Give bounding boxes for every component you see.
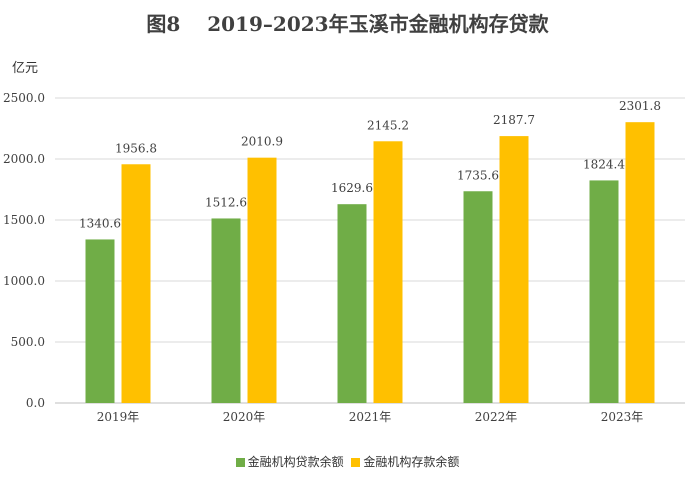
bar-loans [337,204,367,403]
x-tick-label: 2023年 [601,410,644,424]
x-tick-label: 2021年 [349,410,392,424]
legend-item-loans: 金融机构贷款余额 [235,453,344,470]
bar-deposits [247,157,277,403]
bar-deposits [373,141,403,404]
legend-swatch-deposits [351,458,361,467]
y-tick-label: 1500.0 [3,213,45,227]
bar-loans [85,239,115,403]
x-tick-label: 2022年 [475,410,518,424]
legend: 金融机构贷款余额 金融机构存款余额 [0,453,695,470]
data-label: 2301.8 [619,99,661,113]
bar-loans [211,218,241,403]
x-tick-label: 2020年 [223,410,266,424]
data-label: 2010.9 [241,135,283,149]
x-tick-label: 2019年 [97,410,140,424]
bar-loans [463,191,493,403]
legend-label-deposits: 金融机构存款余额 [363,455,460,469]
data-label: 1956.8 [115,141,157,155]
bar-loans [589,180,619,403]
legend-swatch-loans [235,458,245,467]
y-axis-unit-label: 亿元 [12,61,39,76]
legend-item-deposits: 金融机构存款余额 [351,453,459,470]
data-label: 1735.6 [457,168,499,182]
data-label: 1629.6 [331,181,373,195]
y-tick-label: 500.0 [11,335,45,349]
y-tick-label: 2500.0 [3,91,45,105]
y-tick-label: 2000.0 [3,152,45,166]
chart-title: 图8 2019–2023年玉溪市金融机构存贷款 [146,12,549,36]
data-label: 2145.2 [367,118,409,132]
bar-deposits [625,122,655,404]
data-label: 1340.6 [79,216,121,230]
data-label: 1512.6 [205,195,247,209]
y-tick-label: 0.0 [26,396,45,410]
bar-deposits [499,136,529,404]
data-label: 2187.7 [493,113,535,127]
data-label: 1824.4 [583,157,625,171]
bar-deposits [121,164,151,403]
y-tick-label: 1000.0 [3,274,45,288]
legend-label-loans: 金融机构贷款余额 [247,455,344,469]
